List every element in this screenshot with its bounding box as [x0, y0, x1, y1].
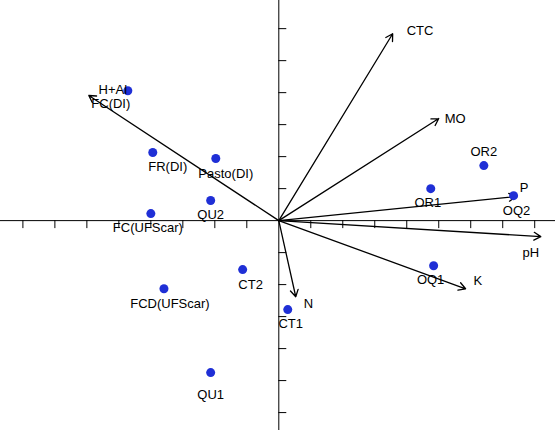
- svg-text:MO: MO: [445, 111, 466, 126]
- svg-text:pH: pH: [522, 245, 539, 260]
- svg-text:FR(DI): FR(DI): [148, 159, 187, 174]
- svg-text:CT2: CT2: [238, 277, 263, 292]
- svg-text:CTC: CTC: [407, 23, 434, 38]
- svg-text:QU1: QU1: [197, 387, 224, 402]
- svg-text:N: N: [304, 296, 313, 311]
- svg-text:H+Al: H+Al: [99, 82, 128, 97]
- svg-text:P: P: [520, 180, 529, 195]
- svg-text:Pasto(DI): Pasto(DI): [198, 166, 253, 181]
- svg-text:OQ1: OQ1: [417, 272, 444, 287]
- svg-text:CT1: CT1: [278, 316, 303, 331]
- svg-text:FC(UFScar): FC(UFScar): [113, 220, 183, 235]
- svg-text:FC(DI): FC(DI): [91, 96, 130, 111]
- svg-text:OR1: OR1: [414, 195, 441, 210]
- svg-text:OR2: OR2: [470, 144, 497, 159]
- svg-text:OQ2: OQ2: [503, 203, 530, 218]
- svg-text:QU2: QU2: [197, 207, 224, 222]
- svg-text:K: K: [474, 273, 483, 288]
- svg-text:FCD(UFScar): FCD(UFScar): [130, 296, 209, 311]
